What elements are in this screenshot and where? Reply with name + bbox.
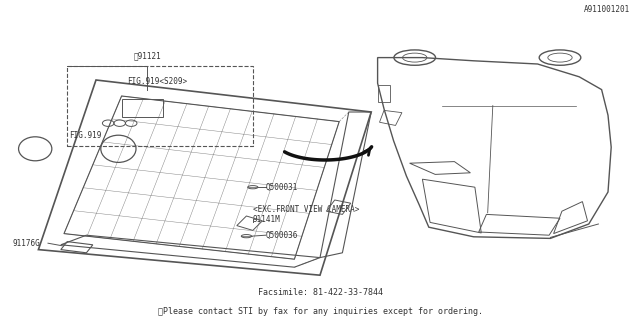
Text: FIG.919: FIG.919 xyxy=(69,132,102,140)
Text: ※Please contact STI by fax for any inquiries except for ordering.: ※Please contact STI by fax for any inqui… xyxy=(157,307,483,316)
Text: Q500031: Q500031 xyxy=(266,183,298,192)
Text: A911001201: A911001201 xyxy=(584,5,630,14)
Text: 91176G: 91176G xyxy=(13,239,40,248)
Bar xyxy=(122,99,163,117)
Bar xyxy=(67,66,253,146)
Text: Q500036: Q500036 xyxy=(266,231,298,240)
Text: Facsimile: 81-422-33-7844: Facsimile: 81-422-33-7844 xyxy=(257,288,383,297)
Text: <EXC.FRONT VIEW CAMERA>: <EXC.FRONT VIEW CAMERA> xyxy=(253,205,359,214)
Text: 91141M: 91141M xyxy=(253,215,280,224)
Bar xyxy=(378,85,390,102)
Text: ※91121: ※91121 xyxy=(133,52,161,60)
Text: FIG.919<S209>: FIG.919<S209> xyxy=(127,77,187,86)
